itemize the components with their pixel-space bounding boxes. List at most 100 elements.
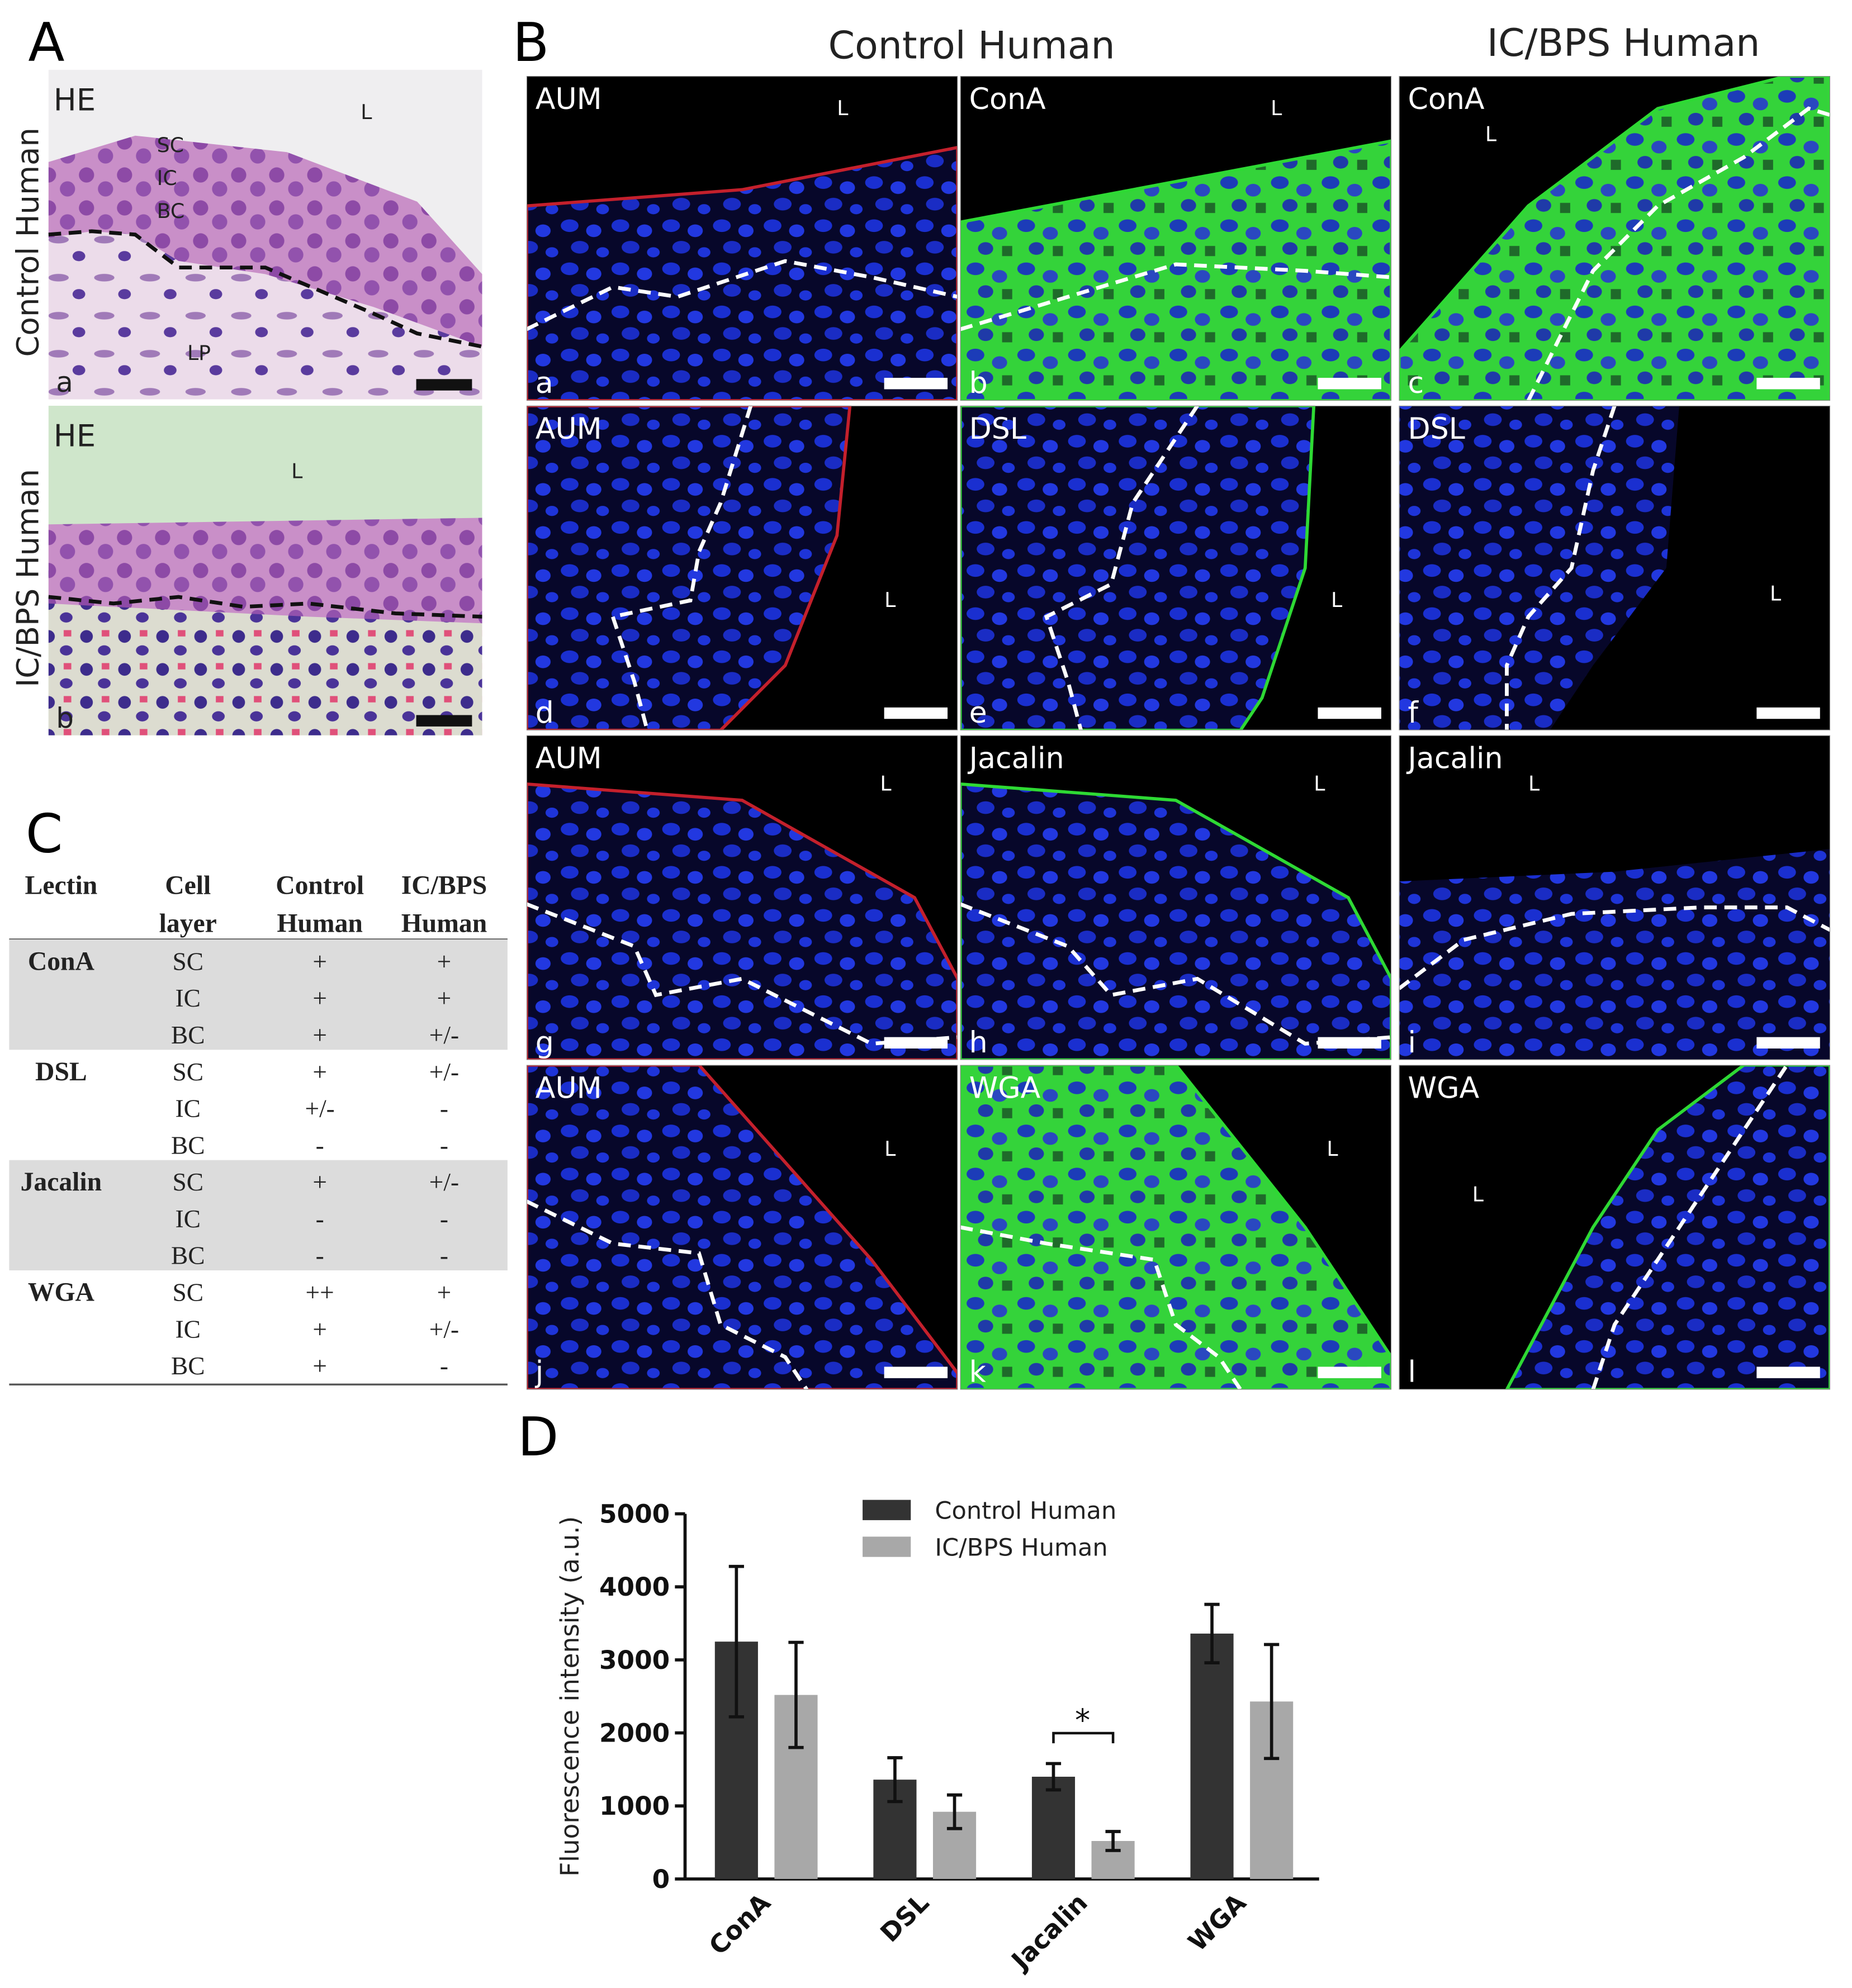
panel-letter: B — [513, 12, 549, 74]
layer-label: IC — [157, 166, 177, 190]
stain-label: ConA — [1408, 83, 1485, 116]
x-tick-label: DSL — [875, 1888, 935, 1948]
surface-stain — [526, 145, 958, 401]
basement-line — [1591, 1065, 1789, 1390]
stain-label: Jacalin — [1406, 742, 1503, 776]
image-letter: a — [536, 367, 553, 400]
table-cell: SC — [172, 1168, 203, 1196]
error-bar — [1045, 1762, 1062, 1792]
lumen-label: L — [1472, 1182, 1484, 1206]
table-header: IC/BPS — [401, 871, 487, 900]
error-bar — [1204, 1602, 1220, 1664]
y-axis-label: Fluorescence intensity (a.u.) — [555, 1516, 585, 1877]
table-cell: + — [312, 1352, 327, 1380]
side-label: IC/BPS Human — [10, 469, 46, 687]
table-header: Human — [401, 909, 487, 938]
micrograph: AUM La — [526, 76, 958, 401]
lumen-label: L — [1331, 588, 1343, 612]
micrograph: ConA Lb — [960, 76, 1392, 401]
table-cell: + — [312, 1315, 327, 1343]
table-header: Cell — [165, 871, 211, 900]
lumen-label: L — [1271, 96, 1282, 120]
layer-label: SC — [157, 133, 184, 157]
tissue — [526, 405, 850, 730]
micrograph: AUM Lg — [526, 735, 958, 1060]
image-letter: d — [536, 696, 554, 730]
legend-label: Control Human — [935, 1497, 1116, 1525]
table-cell: + — [312, 1168, 327, 1196]
scale-bar — [1756, 707, 1820, 719]
table-header: layer — [159, 909, 217, 938]
side-label: Control Human — [10, 127, 46, 357]
epithelium — [48, 135, 482, 347]
y-tick-label: 5000 — [599, 1499, 670, 1529]
table-cell: IC — [176, 1205, 201, 1233]
panel-letter: C — [26, 803, 63, 865]
image-letter: b — [969, 367, 988, 400]
table-cell: - — [316, 1131, 324, 1159]
stain-label: WGA — [969, 1072, 1041, 1106]
bar — [1190, 1633, 1234, 1879]
legend-swatch — [863, 1536, 911, 1557]
lumen-label: L — [880, 771, 892, 795]
table-cell: - — [440, 1242, 448, 1270]
error-bar — [946, 1793, 963, 1830]
column-header: Control Human — [828, 23, 1115, 68]
scale-bar — [416, 379, 472, 391]
surface-stain — [526, 405, 852, 730]
stain-label: Jacalin — [968, 742, 1064, 776]
table-cell: + — [312, 947, 327, 975]
x-tick-label: ConA — [703, 1888, 776, 1961]
basement-line — [526, 259, 958, 331]
stain-label: AUM — [536, 1072, 602, 1106]
table-lectin: WGA — [28, 1278, 95, 1307]
table-cell: BC — [171, 1242, 205, 1270]
table-cell: +/- — [429, 1315, 459, 1343]
epithelium — [48, 518, 482, 624]
x-tick-label: Jacalin — [1005, 1888, 1093, 1977]
y-tick-label: 0 — [652, 1864, 670, 1894]
table-header: Lectin — [25, 871, 98, 900]
table-cell: IC — [176, 984, 201, 1012]
table-cell: + — [312, 1058, 327, 1086]
error-bar — [887, 1756, 903, 1804]
row-shade — [9, 1160, 508, 1271]
table-cell: BC — [171, 1021, 205, 1049]
scale-bar — [1756, 1037, 1820, 1049]
image-letter: b — [56, 702, 74, 734]
table-cell: + — [437, 947, 452, 975]
basement-line — [48, 229, 482, 349]
stain-label: HE — [54, 82, 96, 117]
table-cell: +/- — [429, 1168, 459, 1196]
y-tick-label: 4000 — [599, 1572, 670, 1602]
scale-bar — [1756, 378, 1820, 390]
error-bar — [788, 1640, 804, 1749]
scale-bar — [884, 1037, 948, 1049]
table-lectin: ConA — [28, 947, 95, 976]
tissue — [526, 1065, 958, 1390]
scale-bar — [884, 378, 948, 390]
basement-line — [1399, 905, 1830, 990]
stain-label: ConA — [969, 83, 1046, 116]
lumen-label: L — [884, 588, 896, 612]
bar — [1031, 1776, 1076, 1879]
surface-stain — [960, 139, 1392, 401]
lumen-label: L — [361, 100, 372, 124]
image-letter: e — [969, 696, 987, 730]
column-header: IC/BPS Human — [1487, 21, 1760, 65]
significance-bracket — [1052, 1731, 1115, 1744]
table-cell: - — [316, 1242, 324, 1270]
basement-line — [48, 595, 482, 619]
table-lectin: DSL — [35, 1057, 87, 1086]
micrograph: WGA Lk — [960, 1065, 1392, 1390]
lumen-label: L — [291, 459, 303, 483]
y-tick-label: 1000 — [599, 1791, 670, 1821]
lumen-label: L — [1770, 581, 1782, 605]
image-letter: k — [969, 1356, 987, 1389]
significance-label: * — [1075, 1702, 1090, 1738]
image-letter: j — [535, 1356, 544, 1389]
lumen-label: L — [837, 96, 849, 120]
scale-bar — [416, 715, 472, 727]
micrograph: WGA Ll — [1399, 1065, 1830, 1390]
